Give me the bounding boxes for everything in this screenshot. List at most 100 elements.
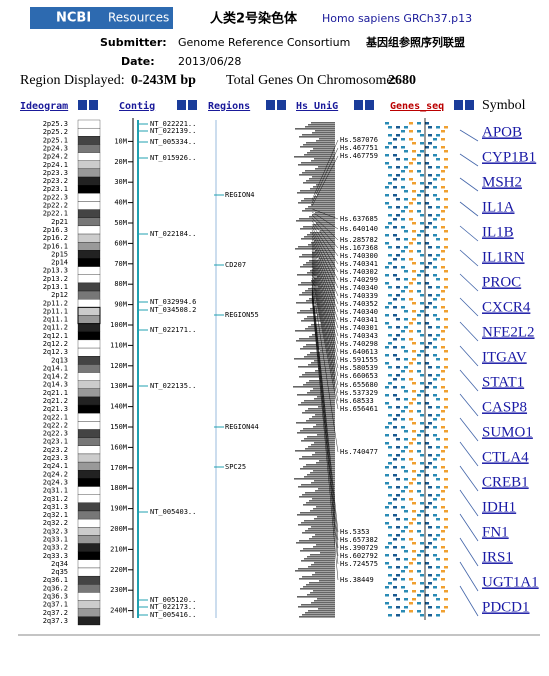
resources[interactable]: Resources [108,11,169,25]
close-icon[interactable] [188,100,197,110]
contig-label[interactable]: NT_022221.. [150,120,196,128]
unigene-label[interactable]: Hs.640140 [340,225,378,233]
close-icon[interactable] [465,100,474,110]
region-label[interactable]: SPC25 [225,463,246,471]
sort-icon[interactable] [266,100,275,110]
symbol-link[interactable]: CTLA4 [482,449,529,465]
contig-label[interactable]: NT_005416.. [150,611,196,619]
unigene-label[interactable]: Hs.587076 [340,136,378,144]
contig-label[interactable]: NT_015926.. [150,154,196,162]
unigene-label[interactable]: Hs.537329 [340,389,378,397]
ncbi-logo-bar[interactable] [30,7,173,29]
symbol-link[interactable]: CREB1 [482,474,529,490]
symbol-link[interactable]: IDH1 [482,499,516,515]
contig-label[interactable]: NT_005334.. [150,138,196,146]
unigene-label[interactable]: Hs.740341 [340,260,378,268]
unigene-label[interactable]: Hs.655680 [340,381,378,389]
sort-icon[interactable] [177,100,186,110]
close-icon[interactable] [89,100,98,110]
symbol-link[interactable]: IL1B [482,224,514,240]
unigene-label[interactable]: Hs.740477 [340,448,378,456]
unigene-label[interactable]: Hs.591555 [340,356,378,364]
unigene-label[interactable]: Hs.740340 [340,284,378,292]
density-bar [311,482,335,484]
symbol-link[interactable]: UGT1A1 [482,574,539,590]
unigene-label[interactable]: Hs.68533 [340,397,374,405]
unigene-label[interactable]: Hs.640613 [340,348,378,356]
contig-label[interactable]: NT_022171.. [150,326,196,334]
unigene-label[interactable]: Hs.38449 [340,576,374,584]
gene-mark [393,154,397,157]
contig-label[interactable]: NT_005120.. [150,596,196,604]
density-bar [307,594,335,596]
symbol-link[interactable]: NFE2L2 [482,324,535,340]
column-header[interactable]: Ideogram [20,101,68,112]
unigene-label[interactable]: Hs.656461 [340,405,378,413]
scale-label: 70M [114,260,127,268]
symbol-link[interactable]: SUMO1 [482,424,533,440]
contig-label[interactable]: NT_022184.. [150,230,196,238]
region-label[interactable]: REGION4 [225,191,255,199]
unigene-label[interactable]: Hs.467759 [340,152,378,160]
unigene-label[interactable]: Hs.657382 [340,536,378,544]
sort-icon[interactable] [78,100,87,110]
unigene-label[interactable]: Hs.5353 [340,528,370,536]
unigene-label[interactable]: Hs.467751 [340,144,378,152]
gene-mark [433,178,437,181]
unigene-label[interactable]: Hs.285782 [340,236,378,244]
unigene-label[interactable]: Hs.580539 [340,364,378,372]
unigene-label[interactable]: Hs.390729 [340,544,378,552]
symbol-link[interactable]: MSH2 [482,174,522,190]
close-icon[interactable] [365,100,374,110]
gene-mark [444,566,448,569]
symbol-link[interactable]: IL1RN [482,249,525,265]
unigene-label[interactable]: Hs.740302 [340,268,378,276]
unigene-label[interactable]: Hs.740300 [340,252,378,260]
contig-label[interactable]: NT_032994.6 [150,298,196,306]
unigene-label[interactable]: Hs.167368 [340,244,378,252]
close-icon[interactable] [277,100,286,110]
region-label[interactable]: CD207 [225,261,246,269]
unigene-label[interactable]: Hs.740339 [340,292,378,300]
symbol-link[interactable]: PROC [482,274,521,290]
unigene-label[interactable]: Hs.740301 [340,324,378,332]
unigene-label[interactable]: Hs.660653 [340,372,378,380]
symbol-link[interactable]: IRS1 [482,549,513,565]
contig-label[interactable]: NT_022135.. [150,382,196,390]
contig-label[interactable]: NT_022173.. [150,603,196,611]
symbol-link[interactable]: CASP8 [482,399,527,415]
region-label[interactable]: REGION44 [225,423,259,431]
gene-mark [401,338,405,341]
region-label[interactable]: REGION55 [225,311,259,319]
unigene-label[interactable]: Hs.740352 [340,300,378,308]
column-header[interactable]: Genes_seq [390,101,444,112]
unigene-label[interactable]: Hs.740343 [340,332,378,340]
logo[interactable]: NCBI [56,11,91,26]
sort-icon[interactable] [354,100,363,110]
column-header[interactable]: Regions [208,100,250,112]
symbol-link[interactable]: IL1A [482,199,515,215]
unigene-label[interactable]: Hs.637685 [340,215,378,223]
sort-icon[interactable] [454,100,463,110]
unigene-label[interactable]: Hs.740340 [340,308,378,316]
unigene-connector [311,229,339,281]
contig-label[interactable]: NT_005403.. [150,508,196,516]
unigene-label[interactable]: Hs.740298 [340,340,378,348]
symbol-link[interactable]: PDCD1 [482,599,530,615]
symbol-link[interactable]: CYP1B1 [482,149,536,165]
density-bar [309,582,335,584]
column-header[interactable]: Contig [119,100,155,112]
unigene-label[interactable]: Hs.602792 [340,552,378,560]
unigene-label[interactable]: Hs.724575 [340,560,378,568]
unigene-label[interactable]: Hs.740341 [340,316,378,324]
symbol-link[interactable]: CXCR4 [482,299,531,315]
unigene-label[interactable]: Hs.740299 [340,276,378,284]
contig-label[interactable]: NT_034508.2 [150,306,196,314]
symbol-link[interactable]: FN1 [482,524,509,540]
symbol-link[interactable]: STAT1 [482,374,524,390]
gene-mark [417,210,421,213]
symbol-link[interactable]: APOB [482,124,522,140]
symbol-link[interactable]: ITGAV [482,349,527,365]
contig-label[interactable]: NT_022139.. [150,127,196,135]
column-header[interactable]: Hs UniG [296,100,338,112]
